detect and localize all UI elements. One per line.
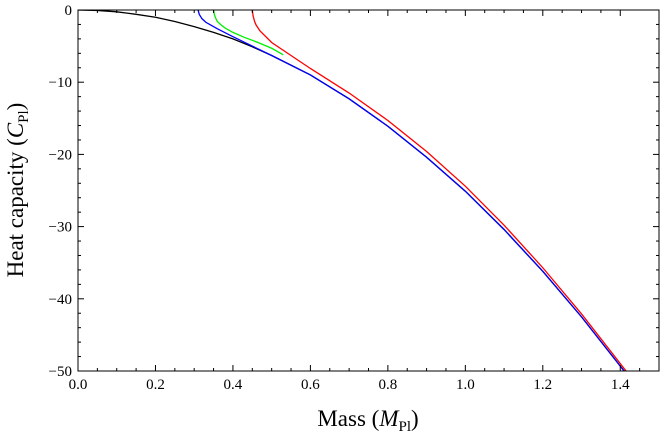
- y-tick-label: −30: [49, 220, 72, 236]
- series-line-4: [251, 10, 627, 371]
- series-line-3: [212, 10, 284, 56]
- x-tick-label: 0.6: [301, 377, 320, 393]
- y-tick-label: −40: [49, 292, 72, 308]
- x-tick-label: 1.4: [611, 377, 630, 393]
- plot-frame: [77, 9, 660, 372]
- tick-labels: 0.0 0.2 0.4 0.6 0.8 1.0 1.2 1.4 0 −10 −20 −30 −40 −50: [49, 3, 631, 393]
- x-tick-label: 0.2: [146, 377, 165, 393]
- series-line-1: [78, 10, 625, 371]
- x-tick-label: 1.0: [456, 377, 475, 393]
- y-tick-label: −20: [49, 147, 72, 163]
- x-tick-label: 0.8: [378, 377, 397, 393]
- series-line-2: [197, 10, 625, 371]
- y-axis-title: Heat capacity (CPl): [3, 103, 32, 278]
- x-tick-label: 1.2: [533, 377, 552, 393]
- series-lines: [78, 10, 627, 371]
- y-tick-label: −50: [49, 364, 72, 380]
- x-tick-label: 0.4: [224, 377, 243, 393]
- y-tick-label: 0: [65, 3, 73, 19]
- x-axis-title: Mass (MPl): [317, 406, 418, 435]
- y-tick-label: −10: [49, 75, 72, 91]
- x-tick-label: 0.0: [69, 377, 88, 393]
- axis-ticks: [77, 9, 659, 372]
